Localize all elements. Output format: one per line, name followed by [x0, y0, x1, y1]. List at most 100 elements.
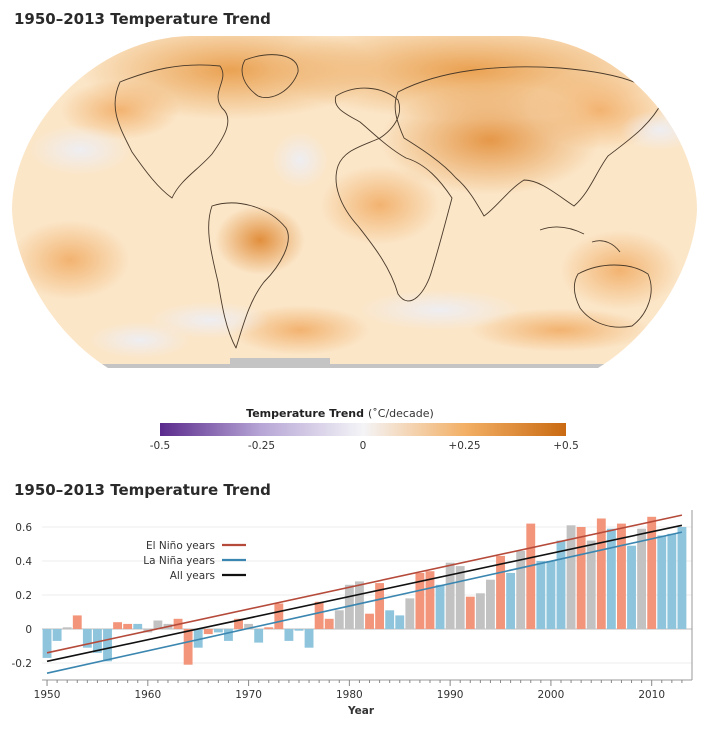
bar-1954 — [82, 629, 92, 648]
trend-line-all — [46, 524, 683, 663]
bar-1972 — [264, 627, 274, 629]
y-tick-label: 0.4 — [15, 556, 32, 568]
bar-1974 — [284, 629, 294, 641]
north-america-outline — [114, 64, 229, 199]
bar-1957 — [113, 622, 123, 629]
chart-title: 1950–2013 Temperature Trend — [14, 481, 271, 499]
legend-label: All years — [170, 570, 215, 582]
bar-2000 — [546, 561, 556, 629]
bar-2002 — [566, 525, 576, 629]
europe-africa-outline — [334, 87, 453, 302]
bar-1996 — [506, 572, 516, 629]
x-tick-label: 2000 — [538, 689, 565, 701]
bar-1961 — [153, 620, 163, 629]
bar-1987 — [415, 572, 425, 629]
bar-1999 — [536, 561, 546, 629]
australia-outline — [573, 264, 652, 328]
bar-2009 — [637, 528, 647, 629]
bar-1958 — [123, 623, 133, 629]
bar-1980 — [344, 584, 354, 629]
bar-2010 — [647, 516, 657, 629]
y-tick-label: 0 — [25, 624, 32, 636]
colorbar-tick-label: +0.5 — [553, 440, 579, 452]
bar-1955 — [92, 629, 102, 653]
bar-1971 — [254, 629, 264, 643]
x-tick-label: 1970 — [235, 689, 262, 701]
y-tick-label: 0.2 — [15, 590, 32, 602]
bar-1976 — [304, 629, 314, 648]
bar-1969 — [234, 618, 243, 629]
bar-2011 — [657, 535, 667, 629]
bar-1990 — [445, 562, 455, 629]
bar-2007 — [617, 523, 626, 629]
bar-1992 — [465, 596, 475, 629]
trend-line-la_nina — [46, 531, 683, 674]
bar-1984 — [385, 610, 395, 629]
bar-1993 — [475, 593, 485, 629]
bar-1991 — [455, 566, 465, 629]
indonesia-outline — [539, 226, 621, 253]
y-tick-label: -0.2 — [12, 658, 33, 670]
colorbar-tick-label: -0.5 — [150, 440, 171, 452]
bar-1968 — [224, 629, 233, 641]
asia-outline — [394, 66, 663, 217]
colorbar: Temperature Trend (˚C/decade) -0.5 -0.25 0… — [150, 407, 579, 452]
temperature-trend-map — [12, 36, 697, 392]
legend-label: El Niño years — [146, 540, 215, 552]
colorbar-label: Temperature Trend — [246, 407, 364, 420]
bar-1983 — [375, 583, 385, 629]
bar-1966 — [203, 629, 213, 635]
colorbar-tick-label: 0 — [360, 440, 367, 452]
bar-2003 — [576, 527, 586, 629]
colorbar-tick-label: +0.25 — [448, 440, 480, 452]
bar-1959 — [133, 623, 143, 629]
bar-1965 — [193, 629, 203, 648]
bar-1979 — [334, 610, 344, 629]
bar-1964 — [183, 629, 193, 665]
bar-1950 — [42, 629, 52, 658]
bar-1981 — [355, 581, 364, 629]
bar-2006 — [606, 528, 616, 629]
bar-1998 — [526, 523, 536, 629]
x-tick-label: 2010 — [638, 689, 665, 701]
colorbar-gradient — [160, 423, 566, 436]
south-america-outline — [208, 202, 289, 349]
bar-1953 — [72, 615, 82, 629]
bar-1994 — [486, 579, 495, 629]
colorbar-unit: (˚C/decade) — [368, 407, 434, 420]
bar-1956 — [103, 629, 112, 662]
bar-1978 — [324, 618, 334, 629]
bar-2013 — [677, 527, 687, 629]
x-tick-label: 1960 — [134, 689, 161, 701]
x-tick-label: 1950 — [34, 689, 61, 701]
bar-1985 — [395, 615, 405, 629]
x-tick-label: 1980 — [336, 689, 363, 701]
y-tick-label: 0.6 — [15, 522, 32, 534]
map-title: 1950–2013 Temperature Trend — [14, 10, 271, 28]
bar-1951 — [52, 629, 62, 641]
x-tick-label: 1990 — [437, 689, 464, 701]
map-globe — [12, 36, 697, 392]
bar-2008 — [627, 545, 636, 629]
bar-1973 — [274, 603, 284, 629]
greenland-outline — [241, 54, 299, 98]
x-axis-label: Year — [347, 705, 375, 717]
bar-1997 — [516, 550, 526, 629]
bar-1982 — [365, 613, 374, 629]
bar-2004 — [586, 540, 596, 629]
bar-1995 — [496, 555, 505, 629]
bar-1989 — [435, 584, 445, 629]
antarctica-outline — [160, 371, 614, 392]
bar-1952 — [62, 627, 72, 629]
bar-1986 — [405, 598, 415, 629]
new-zealand-outline — [651, 319, 676, 365]
bar-2001 — [556, 540, 566, 629]
bar-1967 — [213, 629, 223, 633]
legend-label: La Niña years — [143, 555, 215, 567]
bar-1975 — [294, 629, 304, 631]
bar-2012 — [667, 533, 677, 629]
bar-1988 — [425, 571, 435, 629]
bar-2005 — [596, 518, 606, 629]
bar-1970 — [244, 623, 254, 629]
colorbar-tick-label: -0.25 — [248, 440, 275, 452]
